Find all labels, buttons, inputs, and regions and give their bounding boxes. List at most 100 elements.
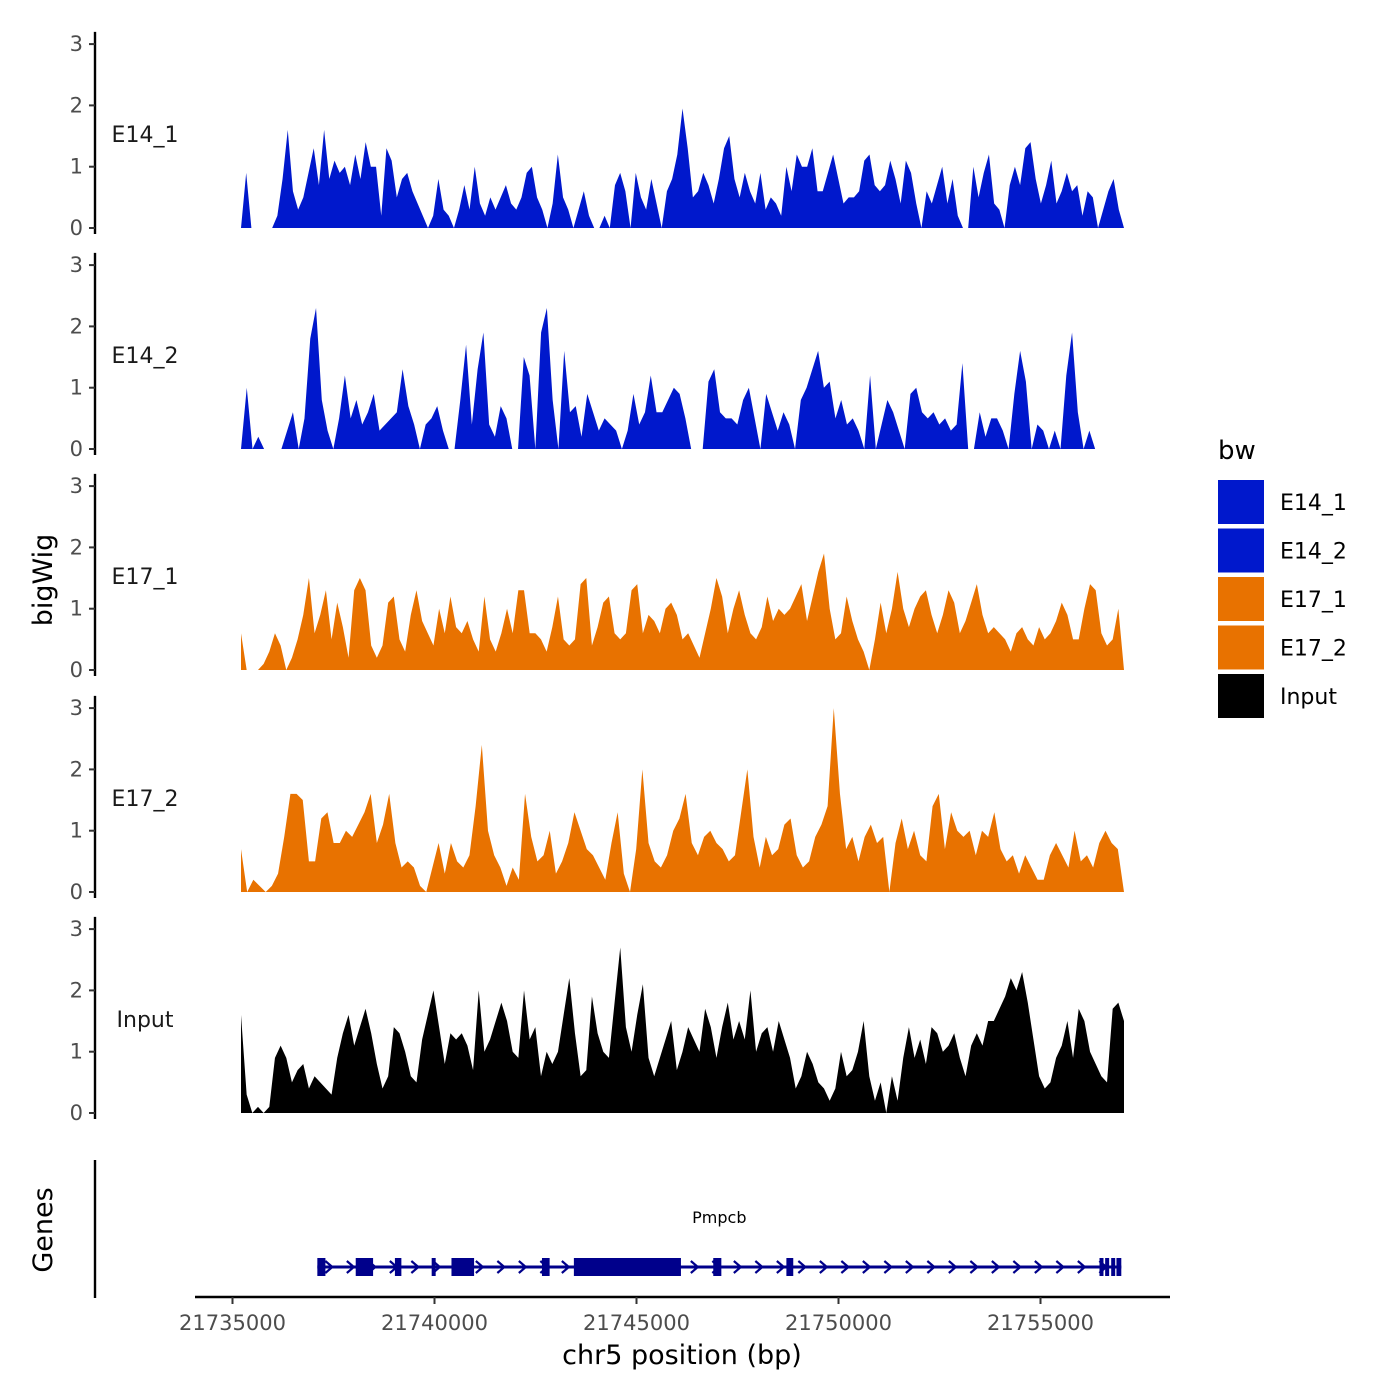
legend-item-E14_1: E14_1 (1218, 480, 1347, 524)
track-label: Input (117, 1008, 174, 1033)
y-tick-label: 0 (70, 658, 83, 682)
gene-exon (541, 1258, 550, 1276)
y-tick-label: 1 (70, 155, 83, 179)
x-tick-label: 21745000 (583, 1311, 690, 1335)
y-tick-label: 1 (70, 597, 83, 621)
gene-name-label: Pmpcb (692, 1208, 746, 1227)
y-tick-label: 3 (70, 696, 83, 720)
y-tick-label: 3 (70, 474, 83, 498)
coverage-area (241, 553, 1124, 670)
strand-arrow (926, 1260, 937, 1274)
legend-item-E17_2: E17_2 (1218, 625, 1347, 670)
x-axis-title: chr5 position (bp) (562, 1340, 802, 1371)
legend-label: Input (1280, 685, 1337, 710)
strand-arrow (690, 1260, 700, 1274)
legend-swatch (1218, 625, 1264, 670)
y-tick-label: 2 (70, 535, 83, 559)
legend-label: E17_1 (1280, 588, 1347, 613)
y-tick-label: 0 (70, 880, 83, 904)
track-label: E14_2 (112, 344, 179, 369)
y-tick-label: 3 (70, 253, 83, 277)
strand-arrow (1055, 1260, 1066, 1274)
track-E14_1: 0 1 2 3 E14_1 (70, 31, 1124, 240)
gene-exon (1111, 1258, 1116, 1276)
y-axis-title: bigWig (28, 534, 59, 627)
gene-exon (1099, 1258, 1104, 1276)
y-tick-label: 0 (70, 216, 83, 240)
gene-exon (451, 1258, 475, 1276)
gene-exon (1105, 1258, 1110, 1276)
strand-arrow (496, 1260, 507, 1274)
gene-exon (355, 1258, 374, 1276)
track-label: E17_1 (112, 565, 179, 590)
coverage-area (241, 708, 1124, 892)
y-tick-label: 2 (70, 93, 83, 117)
legend-item-E14_2: E14_2 (1218, 528, 1347, 573)
strand-arrow (819, 1260, 829, 1274)
x-tick-label: 21740000 (381, 1311, 488, 1335)
legend-swatch (1218, 674, 1264, 718)
strand-arrow (346, 1260, 356, 1274)
y-tick-label: 0 (70, 1101, 83, 1125)
gene-exon (317, 1258, 326, 1276)
strand-arrow (840, 1260, 851, 1274)
gene-track: Pmpcb (93, 1160, 1122, 1298)
y-tick-label: 0 (70, 437, 83, 461)
strand-arrow (324, 1260, 335, 1274)
strand-arrow (1012, 1260, 1023, 1274)
legend-swatch (1218, 528, 1264, 573)
track-E17_1: 0 1 2 3 E17_1 (70, 473, 1124, 682)
y-tick-label: 1 (70, 376, 83, 400)
y-tick-label: 3 (70, 32, 83, 56)
y-tick-label: 1 (70, 1040, 83, 1064)
strand-arrow (862, 1260, 872, 1274)
track-E17_2: 0 1 2 3 E17_2 (70, 695, 1124, 904)
gene-exon (713, 1258, 722, 1276)
x-tick-label: 21755000 (987, 1311, 1094, 1335)
track-label: E17_2 (112, 787, 179, 812)
gene-exon (431, 1258, 436, 1276)
x-axis: 21735000 21740000 21745000 21750000 21755000 (179, 1295, 1170, 1335)
y-tick-label: 3 (70, 917, 83, 941)
legend-swatch (1218, 480, 1264, 524)
legend-label: E17_2 (1280, 637, 1347, 662)
legend: bw E14_1 E14_2 E17_1 E17_2 Input (1218, 436, 1347, 718)
genes-track-title: Genes (28, 1187, 59, 1272)
track-label: E14_1 (112, 123, 179, 148)
y-tick-label: 2 (70, 314, 83, 338)
legend-label: E14_2 (1280, 540, 1347, 565)
strand-arrow (905, 1260, 915, 1274)
strand-arrow (475, 1260, 485, 1274)
gene-exon (394, 1258, 402, 1276)
legend-item-E17_1: E17_1 (1218, 577, 1347, 621)
y-tick-label: 2 (70, 978, 83, 1002)
legend-item-Input: Input (1218, 674, 1337, 718)
strand-arrow (518, 1260, 528, 1274)
track-E14_2: 0 1 2 3 E14_2 (70, 252, 1124, 461)
coverage-area (241, 308, 1124, 449)
strand-arrow (776, 1260, 786, 1274)
x-tick-label: 21735000 (179, 1311, 286, 1335)
coverage-tracks: 0 1 2 3 E14_1 0 1 2 3 E14_2 0 1 2 3 E17_1 0 1 2 3 E17_2 0 1 2 3… (70, 31, 1124, 1125)
x-tick-label: 21750000 (785, 1311, 892, 1335)
strand-arrow (948, 1260, 958, 1274)
strand-arrow (883, 1260, 894, 1274)
strand-arrow (733, 1260, 743, 1274)
strand-arrow (561, 1260, 571, 1274)
y-tick-label: 2 (70, 757, 83, 781)
gene-exon (573, 1258, 681, 1276)
strand-arrow (754, 1260, 765, 1274)
strand-arrow (797, 1260, 808, 1274)
gene-exon (1116, 1258, 1122, 1276)
strand-arrow (969, 1260, 980, 1274)
strand-arrow (1034, 1260, 1044, 1274)
coverage-area (241, 947, 1124, 1113)
track-Input: 0 1 2 3 Input (70, 916, 1124, 1125)
strand-arrow (1077, 1260, 1087, 1274)
legend-label: E14_1 (1280, 491, 1347, 516)
y-tick-label: 1 (70, 819, 83, 843)
coverage-area (241, 108, 1124, 228)
strand-arrow (991, 1260, 1001, 1274)
legend-swatch (1218, 577, 1264, 621)
